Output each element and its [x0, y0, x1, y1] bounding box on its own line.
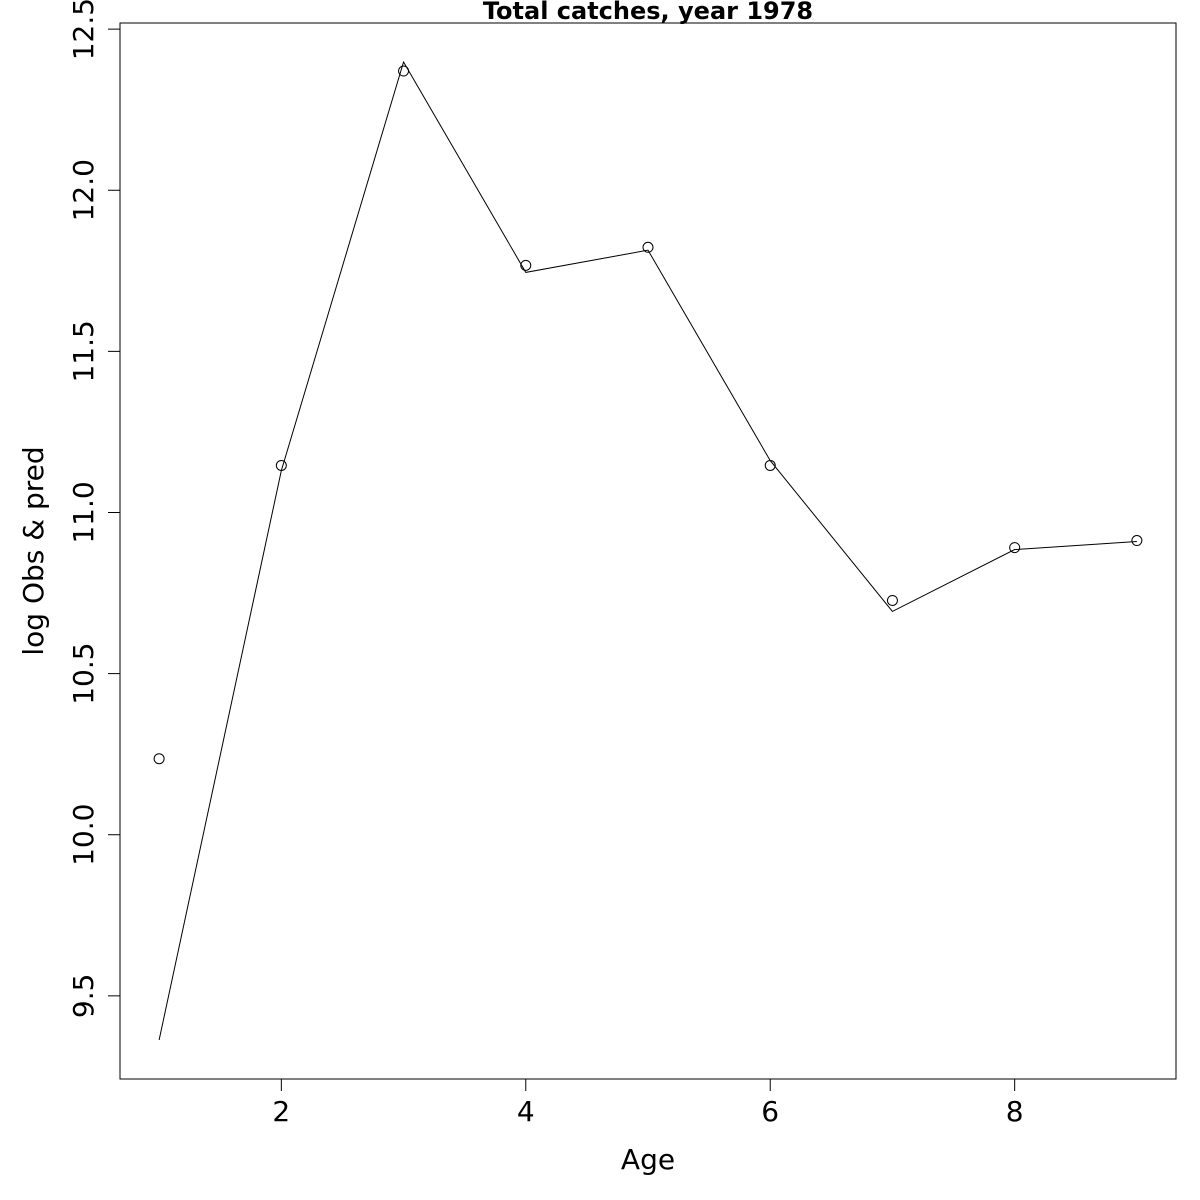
y-tick-label: 12.0	[67, 159, 100, 221]
obs-point	[886, 594, 898, 606]
plot-box	[119, 22, 1177, 1080]
y-tick-label: 12.5	[67, 0, 100, 60]
y-axis-label: log Obs & pred	[17, 446, 50, 655]
y-tick-label: 11.0	[67, 481, 100, 543]
y-tick-label: 11.5	[67, 320, 100, 382]
obs-point	[1009, 542, 1021, 554]
y-tick-label: 9.5	[67, 974, 100, 1019]
x-axis-label: Age	[621, 1143, 675, 1176]
y-tick-label: 10.0	[67, 804, 100, 866]
x-tick-label: 2	[272, 1095, 290, 1128]
y-tick-label: 10.5	[67, 642, 100, 704]
obs-point	[642, 241, 654, 253]
obs-point	[1131, 535, 1143, 547]
x-tick-label: 6	[761, 1095, 779, 1128]
pred-line	[158, 60, 1137, 1041]
obs-point	[520, 259, 532, 271]
x-tick-label: 8	[1006, 1095, 1024, 1128]
chart-title: Total catches, year 1978	[483, 0, 813, 25]
obs-point	[153, 753, 165, 765]
x-tick-label: 4	[517, 1095, 535, 1128]
